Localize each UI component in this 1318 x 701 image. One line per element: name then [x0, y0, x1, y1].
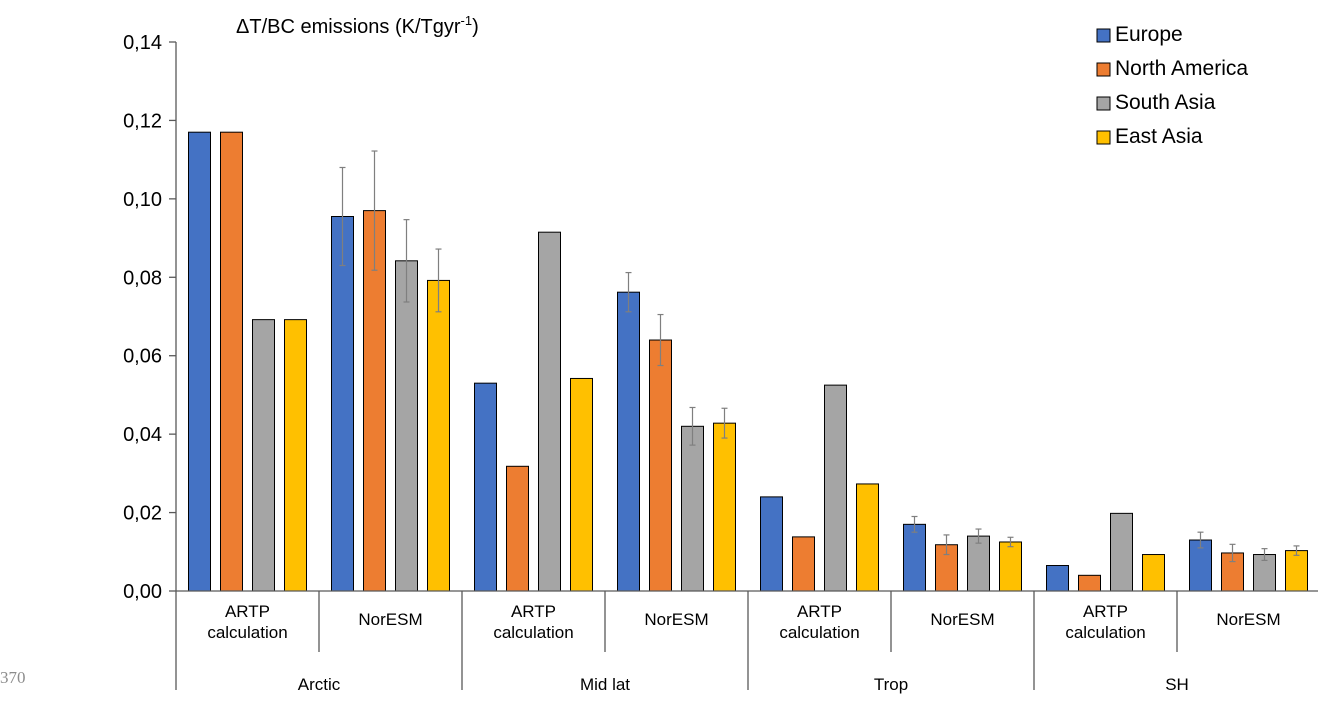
y-tick-label: 0,04: [123, 424, 162, 446]
y-tick-label: 0,00: [123, 581, 162, 603]
x-axis: ARTP calculation NorESM Arctic ARTP calculati…: [175, 590, 1318, 694]
bar: [617, 291, 640, 592]
legend-swatch: [1096, 62, 1111, 77]
bar: [506, 465, 529, 592]
chart-title-superscript: -1: [461, 13, 473, 28]
region-label: Trop: [874, 675, 908, 694]
category-label: ARTP: [797, 602, 842, 621]
category-label: ARTP: [225, 602, 270, 621]
bar: [649, 339, 672, 592]
bar: [903, 523, 926, 592]
bar: [1110, 512, 1133, 592]
bar: [713, 422, 736, 592]
bar: [1285, 550, 1308, 592]
category-label: NorESM: [1216, 610, 1280, 629]
bar: [824, 384, 847, 592]
bar: [1142, 554, 1165, 592]
legend-label: South Asia: [1115, 91, 1216, 114]
bar: [681, 425, 704, 592]
category-label: ARTP: [511, 602, 556, 621]
page-number: 370: [0, 668, 26, 687]
y-tick-label: 0,14: [123, 32, 162, 54]
bar: [331, 216, 354, 592]
chart-title-main: ΔT/BC emissions (K/Tgyr: [236, 16, 461, 38]
y-tick-label: 0,02: [123, 503, 162, 525]
legend-label: North America: [1115, 57, 1248, 80]
bar: [760, 496, 783, 592]
bar: [967, 535, 990, 592]
y-tick-label: 0,06: [123, 346, 162, 368]
region-label: Arctic: [298, 675, 341, 694]
bars: [188, 131, 1308, 592]
bar: [252, 319, 275, 592]
bar: [570, 377, 593, 592]
category-label: NorESM: [358, 610, 422, 629]
legend-swatch: [1096, 130, 1111, 145]
y-tick-label: 0,12: [123, 110, 162, 132]
bar: [188, 131, 211, 592]
category-label: ARTP: [1083, 602, 1128, 621]
bar: [999, 541, 1022, 592]
chart-title: ΔT/BC emissions (K/Tgyr-1): [236, 13, 479, 38]
region-label: SH: [1165, 675, 1189, 694]
bar: [395, 260, 418, 592]
category-label: NorESM: [930, 610, 994, 629]
y-axis: 0,00 0,02 0,04 0,06 0,08 0,10 0,12 0,14: [123, 32, 177, 603]
y-tick-label: 0,08: [123, 267, 162, 289]
legend-swatch: [1096, 96, 1111, 111]
legend-label: Europe: [1115, 23, 1183, 46]
bar: [474, 382, 497, 592]
bar: [1046, 565, 1069, 592]
category-label: calculation: [493, 623, 573, 642]
category-label: calculation: [207, 623, 287, 642]
bar: [538, 231, 561, 592]
category-label: calculation: [1065, 623, 1145, 642]
bar: [856, 483, 879, 592]
legend: Europe North America South Asia East Asia: [1096, 23, 1248, 148]
y-tick-label: 0,10: [123, 189, 162, 211]
chart-title-suffix: ): [472, 16, 479, 38]
legend-label: East Asia: [1115, 125, 1203, 148]
bar: [220, 131, 243, 592]
bar: [1078, 574, 1101, 592]
region-label: Mid lat: [580, 675, 630, 694]
bar: [284, 319, 307, 592]
category-label: NorESM: [644, 610, 708, 629]
bar: [427, 279, 450, 592]
bar: [792, 536, 815, 592]
legend-swatch: [1096, 28, 1111, 43]
category-label: calculation: [779, 623, 859, 642]
